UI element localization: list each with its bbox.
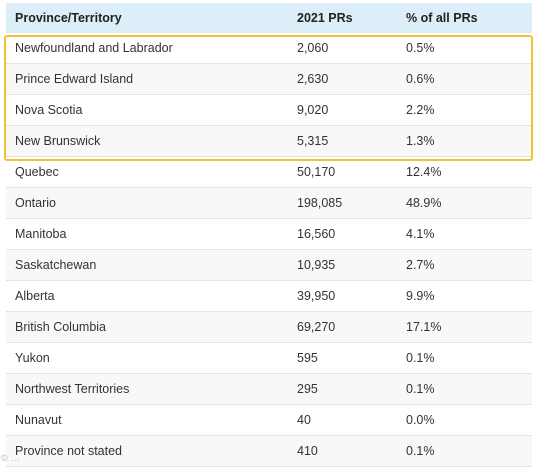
header-percent: % of all PRs bbox=[406, 11, 478, 25]
cell-percent: 0.1% bbox=[406, 351, 435, 365]
cell-prs: 69,270 bbox=[297, 320, 336, 334]
table-row: Province not stated 410 0.1% bbox=[6, 436, 532, 467]
cell-province: British Columbia bbox=[15, 320, 107, 334]
table-row: Newfoundland and Labrador 2,060 0.5% bbox=[6, 33, 532, 64]
table-row: Alberta 39,950 9.9% bbox=[6, 281, 532, 312]
cell-province: Ontario bbox=[15, 196, 56, 210]
cell-percent: 0.6% bbox=[406, 72, 435, 86]
pr-table: Province/Territory 2021 PRs % of all PRs… bbox=[6, 3, 532, 467]
cell-prs: 40 bbox=[297, 413, 311, 427]
cell-province: Province not stated bbox=[15, 444, 123, 458]
cell-percent: 0.1% bbox=[406, 382, 435, 396]
cell-province: Northwest Territories bbox=[15, 382, 130, 396]
cell-prs: 5,315 bbox=[297, 134, 329, 148]
cell-province: Prince Edward Island bbox=[15, 72, 134, 86]
table-row: Prince Edward Island 2,630 0.6% bbox=[6, 64, 532, 95]
header-province: Province/Territory bbox=[15, 11, 122, 25]
cell-province: Nunavut bbox=[15, 413, 62, 427]
cell-percent: 2.2% bbox=[406, 103, 435, 117]
cell-province: Manitoba bbox=[15, 227, 67, 241]
cell-prs: 410 bbox=[297, 444, 318, 458]
cell-prs: 595 bbox=[297, 351, 318, 365]
cell-percent: 17.1% bbox=[406, 320, 442, 334]
cell-province: Yukon bbox=[15, 351, 50, 365]
table-row: Yukon 595 0.1% bbox=[6, 343, 532, 374]
cell-percent: 48.9% bbox=[406, 196, 442, 210]
table-header: Province/Territory 2021 PRs % of all PRs bbox=[6, 3, 532, 33]
cell-prs: 50,170 bbox=[297, 165, 336, 179]
cell-province: Nova Scotia bbox=[15, 103, 83, 117]
table-row: Nunavut 40 0.0% bbox=[6, 405, 532, 436]
cell-province: Newfoundland and Labrador bbox=[15, 41, 173, 55]
cell-percent: 9.9% bbox=[406, 289, 435, 303]
cell-percent: 0.5% bbox=[406, 41, 435, 55]
cell-province: Quebec bbox=[15, 165, 59, 179]
cell-province: New Brunswick bbox=[15, 134, 101, 148]
cell-prs: 2,060 bbox=[297, 41, 329, 55]
cell-prs: 2,630 bbox=[297, 72, 329, 86]
header-prs: 2021 PRs bbox=[297, 11, 353, 25]
table-row: British Columbia 69,270 17.1% bbox=[6, 312, 532, 343]
table-row: Ontario 198,085 48.9% bbox=[6, 188, 532, 219]
table-row: Northwest Territories 295 0.1% bbox=[6, 374, 532, 405]
table-row: New Brunswick 5,315 1.3% bbox=[6, 126, 532, 157]
cell-percent: 2.7% bbox=[406, 258, 435, 272]
cell-prs: 39,950 bbox=[297, 289, 336, 303]
cell-percent: 4.1% bbox=[406, 227, 435, 241]
cell-percent: 1.3% bbox=[406, 134, 435, 148]
cell-prs: 9,020 bbox=[297, 103, 329, 117]
cell-percent: 12.4% bbox=[406, 165, 442, 179]
table-row: Quebec 50,170 12.4% bbox=[6, 157, 532, 188]
cell-percent: 0.0% bbox=[406, 413, 435, 427]
cell-province: Saskatchewan bbox=[15, 258, 97, 272]
cell-prs: 295 bbox=[297, 382, 318, 396]
cell-percent: 0.1% bbox=[406, 444, 435, 458]
cell-province: Alberta bbox=[15, 289, 55, 303]
table-body: Newfoundland and Labrador 2,060 0.5% Prince… bbox=[6, 33, 532, 467]
table-row: Nova Scotia 9,020 2.2% bbox=[6, 95, 532, 126]
cell-prs: 16,560 bbox=[297, 227, 336, 241]
table-row: Saskatchewan 10,935 2.7% bbox=[6, 250, 532, 281]
cell-prs: 10,935 bbox=[297, 258, 336, 272]
watermark: © ... bbox=[1, 453, 21, 463]
table-row: Manitoba 16,560 4.1% bbox=[6, 219, 532, 250]
cell-prs: 198,085 bbox=[297, 196, 343, 210]
